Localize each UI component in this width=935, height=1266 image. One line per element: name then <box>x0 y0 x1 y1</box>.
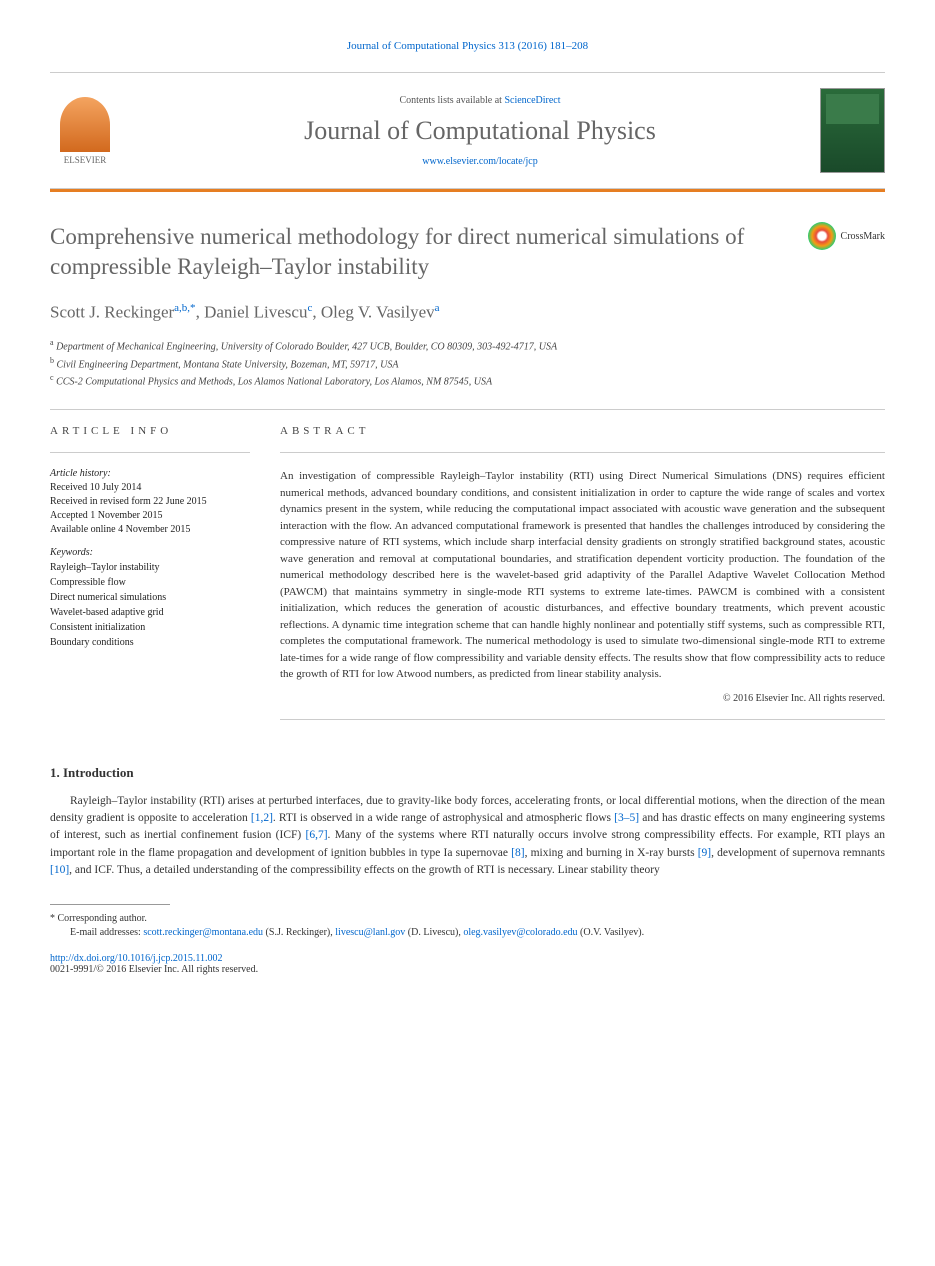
history-item: Accepted 1 November 2015 <box>50 509 250 523</box>
email-label: E-mail addresses: <box>70 927 143 938</box>
affil-text: Civil Engineering Department, Montana St… <box>57 359 399 370</box>
reference-link[interactable]: [3–5] <box>614 812 639 824</box>
history-item: Available online 4 November 2015 <box>50 523 250 537</box>
citation-header: Journal of Computational Physics 313 (20… <box>50 40 885 52</box>
affil-sup: a <box>50 338 54 347</box>
affiliations: a Department of Mechanical Engineering, … <box>50 337 885 389</box>
email-who: (D. Livescu) <box>408 927 459 938</box>
divider <box>50 452 250 453</box>
reference-link[interactable]: [10] <box>50 864 69 876</box>
journal-cover-thumbnail[interactable] <box>820 88 885 173</box>
affiliation: b Civil Engineering Department, Montana … <box>50 355 885 372</box>
email-addresses-line: E-mail addresses: scott.reckinger@montan… <box>50 927 885 938</box>
keywords-list: Rayleigh–Taylor instability Compressible… <box>50 560 250 650</box>
email-who: (S.J. Reckinger) <box>266 927 331 938</box>
article-info-heading: ARTICLE INFO <box>50 425 250 437</box>
affiliation: a Department of Mechanical Engineering, … <box>50 337 885 354</box>
keyword: Compressible flow <box>50 575 250 590</box>
journal-header: ELSEVIER Contents lists available at Sci… <box>50 72 885 189</box>
author-affil-sup: a,b,* <box>174 302 195 314</box>
email-link[interactable]: oleg.vasilyev@colorado.edu <box>463 927 577 938</box>
intro-paragraph: Rayleigh–Taylor instability (RTI) arises… <box>50 793 885 879</box>
author: Daniel Livescu <box>204 302 307 321</box>
elsevier-tree-icon <box>60 97 110 152</box>
affil-sup: b <box>50 356 54 365</box>
contents-line: Contents lists available at ScienceDirec… <box>140 95 820 106</box>
footer-separator <box>50 904 170 905</box>
keyword: Wavelet-based adaptive grid <box>50 605 250 620</box>
elsevier-logo[interactable]: ELSEVIER <box>50 91 120 171</box>
page-container: Journal of Computational Physics 313 (20… <box>0 0 935 1015</box>
keyword: Consistent initialization <box>50 620 250 635</box>
title-row: Comprehensive numerical methodology for … <box>50 222 885 282</box>
article-info-column: ARTICLE INFO Article history: Received 1… <box>50 425 250 735</box>
issn-copyright: 0021-9991/© 2016 Elsevier Inc. All right… <box>50 964 885 975</box>
info-abstract-row: ARTICLE INFO Article history: Received 1… <box>50 425 885 735</box>
authors-line: Scott J. Reckingera,b,*, Daniel Livescuc… <box>50 302 885 323</box>
abstract-heading: ABSTRACT <box>280 425 885 437</box>
sciencedirect-link[interactable]: ScienceDirect <box>504 95 560 106</box>
crossmark-icon <box>808 222 836 250</box>
affil-text: Department of Mechanical Engineering, Un… <box>56 342 557 353</box>
affil-text: CCS-2 Computational Physics and Methods,… <box>56 376 492 387</box>
author: Scott J. Reckinger <box>50 302 174 321</box>
history-item: Received in revised form 22 June 2015 <box>50 495 250 509</box>
article-title: Comprehensive numerical methodology for … <box>50 222 788 282</box>
keyword: Direct numerical simulations <box>50 590 250 605</box>
contents-prefix: Contents lists available at <box>399 95 504 106</box>
keywords-label: Keywords: <box>50 547 250 558</box>
reference-link[interactable]: [8] <box>511 847 524 859</box>
history-label: Article history: <box>50 468 250 479</box>
email-who: (O.V. Vasilyev) <box>580 927 642 938</box>
reference-link[interactable]: [9] <box>698 847 711 859</box>
affil-sup: c <box>50 373 54 382</box>
divider <box>280 452 885 453</box>
abstract-copyright: © 2016 Elsevier Inc. All rights reserved… <box>280 693 885 704</box>
affiliation: c CCS-2 Computational Physics and Method… <box>50 372 885 389</box>
divider <box>280 719 885 720</box>
corresponding-author-note: * Corresponding author. <box>50 913 885 924</box>
email-link[interactable]: scott.reckinger@montana.edu <box>143 927 263 938</box>
accent-bar <box>50 189 885 192</box>
history-item: Received 10 July 2014 <box>50 481 250 495</box>
crossmark-label: CrossMark <box>841 231 885 242</box>
reference-link[interactable]: [1,2] <box>251 812 273 824</box>
author: Oleg V. Vasilyev <box>321 302 435 321</box>
keyword: Rayleigh–Taylor instability <box>50 560 250 575</box>
author-affil-sup: a <box>435 302 440 314</box>
email-link[interactable]: livescu@lanl.gov <box>335 927 405 938</box>
header-center: Contents lists available at ScienceDirec… <box>140 95 820 167</box>
section-heading-intro: 1. Introduction <box>50 765 885 781</box>
divider <box>50 409 885 410</box>
keyword: Boundary conditions <box>50 635 250 650</box>
abstract-text: An investigation of compressible Rayleig… <box>280 468 885 683</box>
reference-link[interactable]: [6,7] <box>306 829 328 841</box>
author-affil-sup: c <box>307 302 312 314</box>
doi-link[interactable]: http://dx.doi.org/10.1016/j.jcp.2015.11.… <box>50 953 885 964</box>
crossmark-badge[interactable]: CrossMark <box>808 222 885 250</box>
journal-url[interactable]: www.elsevier.com/locate/jcp <box>140 156 820 167</box>
abstract-column: ABSTRACT An investigation of compressibl… <box>280 425 885 735</box>
publisher-name: ELSEVIER <box>64 155 107 165</box>
journal-name: Journal of Computational Physics <box>140 116 820 146</box>
